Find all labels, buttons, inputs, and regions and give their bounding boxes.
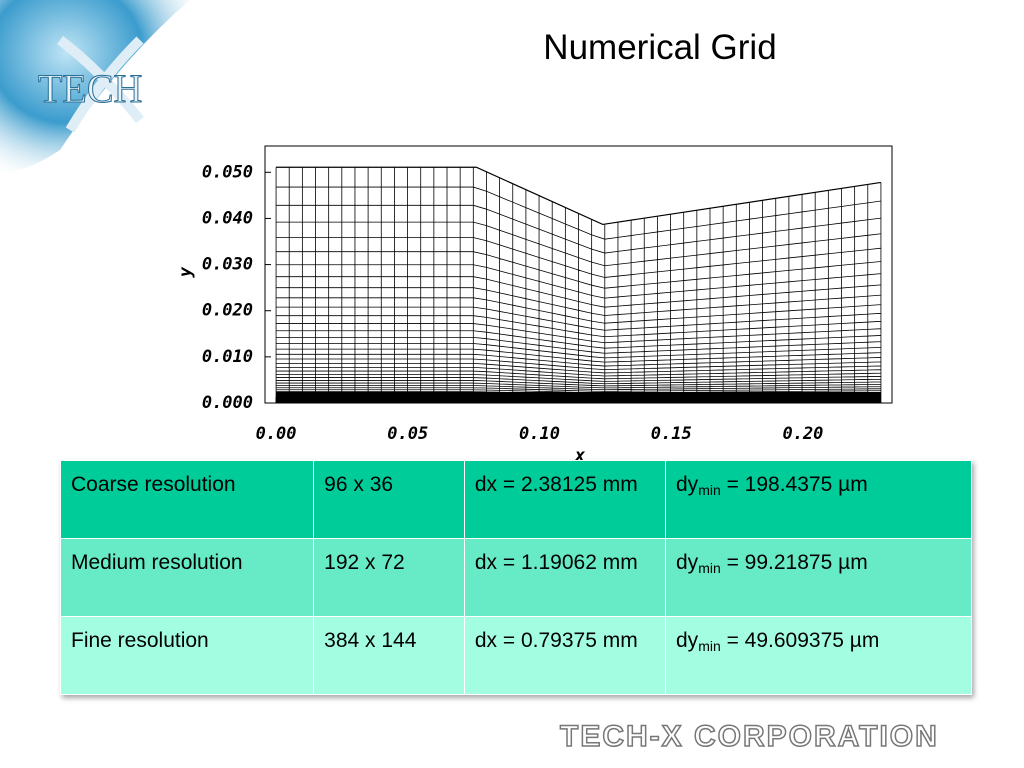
- x-tick-label: 0.00: [256, 424, 297, 444]
- table-cell: dx = 1.19062 mm: [463, 538, 667, 617]
- mesh-boundary: [276, 166, 882, 226]
- x-tick-label: 0.05: [387, 424, 428, 444]
- table-cell: Medium resolution: [59, 538, 315, 617]
- cell-subscript: min: [698, 482, 721, 498]
- table-row: Fine resolution 384 x 144 dx = 0.79375 mm d…: [59, 616, 972, 695]
- table-cell: Coarse resolution: [59, 460, 315, 539]
- mesh-dense-band: [276, 392, 881, 403]
- cell-text: = 99.21875 µm: [720, 551, 868, 574]
- cell-text: = 49.609375 µm: [720, 629, 880, 652]
- x-tick-label: 0.15: [651, 424, 692, 444]
- logo: TECH: [0, 0, 190, 175]
- cell-text: = 198.4375 µm: [720, 473, 868, 496]
- y-tick-label: 0.010: [202, 347, 253, 367]
- table-cell: dymin = 49.609375 µm: [665, 616, 972, 695]
- cell-text: dy: [676, 473, 699, 496]
- resolution-table: Coarse resolution 96 x 36 dx = 2.38125 mm d…: [59, 460, 972, 695]
- y-tick-label: 0.050: [202, 162, 253, 182]
- slide-title: Numerical Grid: [543, 28, 777, 67]
- table-cell: 384 x 144: [313, 616, 465, 695]
- cell-text: dy: [676, 629, 699, 652]
- table-cell: Fine resolution: [59, 616, 315, 695]
- y-tick-label: 0.000: [202, 393, 253, 413]
- table-row: Medium resolution 192 x 72 dx = 1.19062 mm…: [59, 538, 972, 617]
- y-axis-label: y: [176, 266, 196, 278]
- cell-text: dy: [676, 551, 699, 574]
- footer-text: TECH-X CORPORATION: [559, 719, 939, 754]
- logo-text: TECH: [38, 66, 142, 111]
- table-row: Coarse resolution 96 x 36 dx = 2.38125 mm d…: [59, 460, 972, 539]
- table-cell: 192 x 72: [313, 538, 465, 617]
- table-cell: dymin = 198.4375 µm: [665, 460, 972, 539]
- y-tick-label: 0.030: [202, 255, 253, 275]
- table-cell: dx = 2.38125 mm: [463, 460, 667, 539]
- mesh-plot: 0.000 0.010 0.020 0.030 0.040 0.050 0.00 0.05 0.…: [176, 145, 893, 460]
- cell-subscript: min: [698, 560, 721, 576]
- y-tick-label: 0.040: [202, 208, 253, 228]
- x-tick-label: 0.20: [782, 424, 823, 444]
- x-tick-label: 0.10: [519, 424, 560, 444]
- table-cell: 96 x 36: [313, 460, 465, 539]
- y-tick-label: 0.020: [202, 301, 253, 321]
- mesh-lines: [275, 167, 882, 404]
- x-axis-label: x: [574, 446, 586, 460]
- table-cell: dx = 0.79375 mm: [463, 616, 667, 695]
- cell-subscript: min: [698, 638, 721, 654]
- table-cell: dymin = 99.21875 µm: [665, 538, 972, 617]
